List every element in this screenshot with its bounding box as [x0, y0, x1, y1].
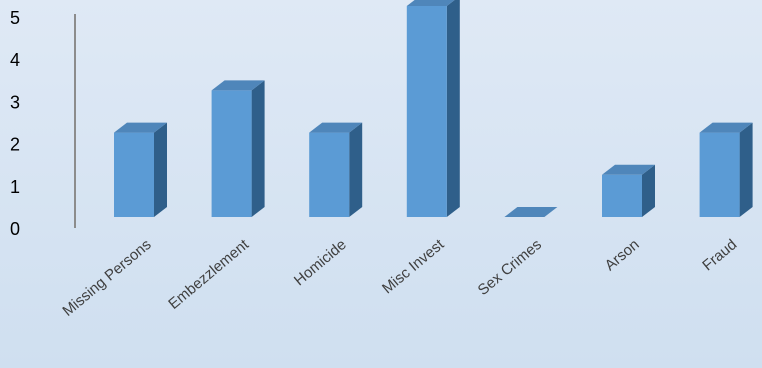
bar-front [406, 6, 447, 217]
x-tick-label: Arson [602, 236, 643, 274]
bar-top [699, 122, 753, 133]
bar-top [504, 207, 558, 217]
y-tick-label: 4 [10, 50, 20, 70]
bar [699, 122, 753, 217]
bar-front [699, 132, 740, 217]
bar-side [349, 122, 363, 217]
bar-front [114, 132, 154, 217]
bar [309, 122, 363, 217]
x-tick-label: Embezzlement [165, 236, 253, 313]
bar-side [154, 122, 167, 217]
bar-side [251, 80, 265, 218]
bar-top [602, 164, 655, 175]
bar [211, 80, 265, 218]
y-tick-label: 5 [10, 8, 20, 28]
bar-top [406, 0, 455, 6]
bars [114, 0, 753, 218]
bar [504, 207, 558, 217]
bar-top [114, 122, 167, 133]
bar-side [446, 0, 460, 217]
x-tick-label: Misc Invest [379, 236, 448, 298]
bar [406, 0, 460, 217]
bar-side [739, 122, 753, 217]
x-tick-label: Fraud [699, 236, 740, 274]
bar-side [642, 164, 655, 217]
x-tick-label: Missing Persons [59, 236, 154, 320]
y-axis-ticks: 0 1 2 3 4 5 [10, 8, 20, 239]
y-tick-label: 1 [10, 177, 20, 197]
x-axis-labels: Missing Persons Embezzlement Homicide Misc … [59, 236, 740, 320]
x-tick-label: Homicide [291, 236, 350, 289]
x-tick-label: Sex Crimes [475, 236, 545, 299]
bar-front [602, 174, 642, 217]
y-tick-label: 0 [10, 219, 20, 239]
y-tick-label: 3 [10, 92, 20, 112]
bar [114, 122, 167, 217]
bar [602, 164, 655, 217]
bar-front [211, 90, 252, 217]
y-tick-label: 2 [10, 135, 20, 155]
bar-top [309, 122, 363, 133]
bar-top [211, 80, 265, 91]
bar-front [309, 132, 350, 217]
